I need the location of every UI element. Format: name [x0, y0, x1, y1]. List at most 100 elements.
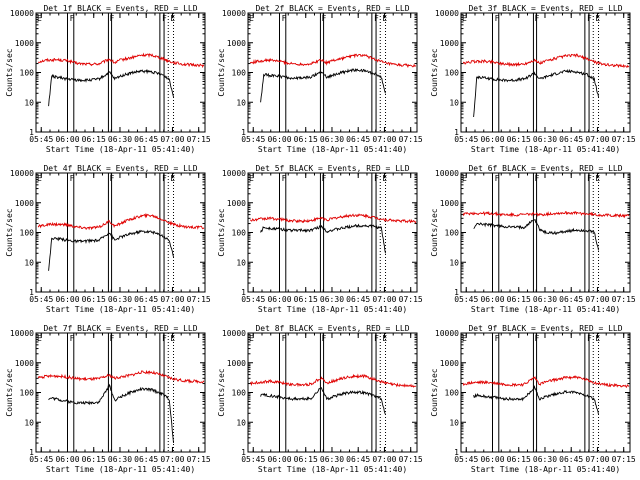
y-axis-label: Counts/sec — [217, 48, 226, 96]
x-axis-label: Start Time (18-Apr-11 05:41:40) — [471, 305, 620, 314]
event-marker-label: F — [374, 334, 379, 343]
event-marker-label: E — [462, 14, 467, 23]
y-tick-label: 1 — [454, 288, 459, 297]
x-tick-label: 07:00 — [372, 135, 396, 144]
events-series-line — [473, 68, 599, 118]
x-tick-label: 07:00 — [585, 135, 609, 144]
y-tick-label: 1 — [454, 128, 459, 137]
events-series-line — [48, 383, 174, 444]
event-marker-label: F — [162, 334, 167, 343]
y-tick-label: 10000 — [222, 329, 246, 338]
y-tick-label: 10 — [449, 98, 459, 107]
y-tick-label: 1 — [29, 448, 34, 457]
x-tick-label: 06:00 — [480, 135, 504, 144]
x-tick-label: 05:45 — [241, 295, 265, 304]
y-axis-label: Counts/sec — [5, 368, 14, 416]
panel-det-7: Det 7f BLACK = Events, RED = LLD 1 10 100 10… — [5, 324, 211, 474]
y-tick-label: 100 — [232, 229, 247, 238]
event-marker-label: F — [162, 14, 167, 23]
panel-det-3: Det 3f BLACK = Events, RED = LLD 1 10 100 10… — [430, 4, 636, 154]
y-tick-label: 1 — [29, 288, 34, 297]
event-marker-label: E — [249, 14, 254, 23]
event-marker-label: F — [109, 174, 114, 183]
x-tick-label: 07:15 — [187, 295, 211, 304]
event-marker-label: E — [170, 14, 175, 23]
event-marker-label: F — [587, 174, 592, 183]
events-series-line — [48, 69, 174, 107]
y-tick-label: 10000 — [222, 9, 246, 18]
x-tick-label: 07:00 — [160, 135, 184, 144]
x-tick-label: 06:15 — [294, 135, 318, 144]
event-marker-label: F — [70, 334, 75, 343]
y-tick-label: 10 — [449, 258, 459, 267]
events-series-line — [260, 67, 386, 103]
event-marker-label: E — [462, 174, 467, 183]
panel-title: Det 3f BLACK = Events, RED = LLD — [468, 4, 622, 13]
panel-det-8: Det 8f BLACK = Events, RED = LLD 1 10 100 10… — [217, 324, 423, 474]
y-tick-label: 10 — [24, 418, 34, 427]
event-marker-label: F — [321, 14, 326, 23]
x-tick-label: 06:30 — [108, 455, 132, 464]
y-axis-label: Counts/sec — [430, 48, 439, 96]
event-marker-label: E — [462, 334, 467, 343]
lld-series-line — [249, 373, 417, 388]
x-tick-label: 07:15 — [187, 135, 211, 144]
x-tick-label: 06:15 — [507, 295, 531, 304]
y-tick-label: 10 — [236, 98, 246, 107]
event-marker-label: E — [382, 174, 387, 183]
y-tick-label: 1000 — [227, 199, 246, 208]
lld-series-line — [37, 52, 205, 69]
event-marker-label: E — [37, 334, 42, 343]
event-marker-label: E — [170, 174, 175, 183]
panel-title: Det 9f BLACK = Events, RED = LLD — [468, 324, 622, 333]
x-tick-label: 07:00 — [585, 295, 609, 304]
event-marker-label: F — [70, 14, 75, 23]
x-axis-label: Start Time (18-Apr-11 05:41:40) — [46, 145, 195, 154]
y-tick-label: 10000 — [10, 9, 34, 18]
y-tick-label: 1 — [29, 128, 34, 137]
event-marker-label: F — [587, 14, 592, 23]
event-marker-label: F — [162, 174, 167, 183]
plot-frame — [35, 332, 206, 453]
x-tick-label: 07:15 — [612, 135, 636, 144]
event-marker-label: E — [382, 334, 387, 343]
event-marker-label: F — [282, 14, 287, 23]
x-tick-label: 06:15 — [507, 455, 531, 464]
plot-frame — [247, 172, 418, 293]
event-marker-label: E — [595, 174, 600, 183]
x-tick-label: 05:45 — [454, 455, 478, 464]
event-marker-label: F — [495, 334, 500, 343]
event-marker-label: E — [382, 14, 387, 23]
events-series-line — [260, 387, 386, 415]
event-marker-label: F — [374, 14, 379, 23]
x-tick-label: 06:15 — [82, 135, 106, 144]
y-tick-label: 10000 — [435, 9, 459, 18]
y-axis-label: Counts/sec — [217, 208, 226, 256]
y-tick-label: 10000 — [10, 329, 34, 338]
y-tick-label: 10000 — [222, 169, 246, 178]
panel-det-2: Det 2f BLACK = Events, RED = LLD 1 10 100 10… — [217, 4, 423, 154]
x-axis-label: Start Time (18-Apr-11 05:41:40) — [258, 305, 407, 314]
events-series-line — [473, 384, 599, 415]
plot-frame — [35, 172, 206, 293]
panel-title: Det 7f BLACK = Events, RED = LLD — [43, 324, 197, 333]
y-tick-label: 100 — [232, 389, 247, 398]
x-tick-label: 06:30 — [533, 135, 557, 144]
event-marker-label: E — [595, 334, 600, 343]
x-tick-label: 06:00 — [55, 135, 79, 144]
x-tick-label: 06:30 — [533, 295, 557, 304]
plot-frame — [460, 12, 631, 133]
x-tick-label: 06:15 — [507, 135, 531, 144]
x-tick-label: 06:45 — [346, 135, 370, 144]
y-tick-label: 1000 — [15, 39, 34, 48]
x-tick-label: 07:00 — [160, 295, 184, 304]
x-tick-label: 06:15 — [82, 455, 106, 464]
y-tick-label: 10 — [24, 258, 34, 267]
y-tick-label: 100 — [445, 69, 460, 78]
plot-frame — [35, 12, 206, 133]
x-tick-label: 06:45 — [134, 135, 158, 144]
panel-det-9: Det 9f BLACK = Events, RED = LLD 1 10 100 10… — [430, 324, 636, 474]
panel-title: Det 5f BLACK = Events, RED = LLD — [255, 164, 409, 173]
x-tick-label: 06:45 — [346, 455, 370, 464]
x-tick-label: 06:30 — [108, 295, 132, 304]
